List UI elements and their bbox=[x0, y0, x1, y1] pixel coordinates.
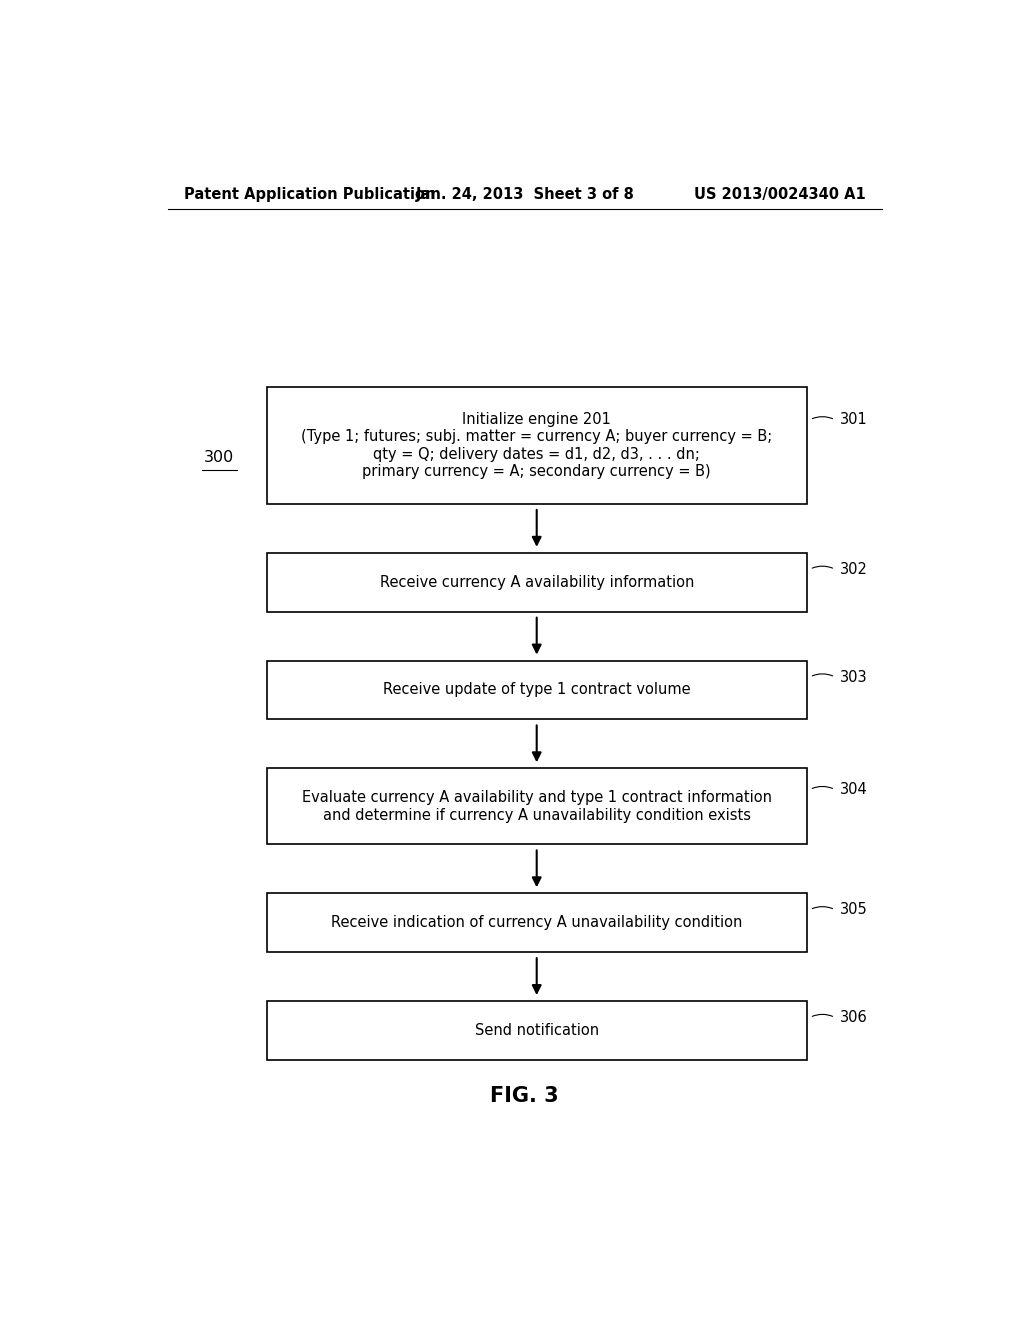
Text: Receive update of type 1 contract volume: Receive update of type 1 contract volume bbox=[383, 682, 690, 697]
Text: 300: 300 bbox=[204, 450, 234, 465]
FancyBboxPatch shape bbox=[267, 660, 807, 719]
Text: Jan. 24, 2013  Sheet 3 of 8: Jan. 24, 2013 Sheet 3 of 8 bbox=[416, 187, 634, 202]
Text: 301: 301 bbox=[840, 412, 867, 428]
Text: 304: 304 bbox=[840, 781, 867, 797]
Text: Evaluate currency A availability and type 1 contract information
and determine i: Evaluate currency A availability and typ… bbox=[302, 791, 772, 822]
Text: Initialize engine 201
(Type 1; futures; subj. matter = currency A; buyer currenc: Initialize engine 201 (Type 1; futures; … bbox=[301, 412, 772, 479]
FancyBboxPatch shape bbox=[267, 894, 807, 952]
Text: Receive indication of currency A unavailability condition: Receive indication of currency A unavail… bbox=[331, 915, 742, 931]
Text: 306: 306 bbox=[840, 1010, 867, 1026]
Text: 305: 305 bbox=[840, 903, 867, 917]
FancyBboxPatch shape bbox=[267, 768, 807, 845]
Text: Send notification: Send notification bbox=[475, 1023, 599, 1038]
Text: Patent Application Publication: Patent Application Publication bbox=[183, 187, 435, 202]
FancyBboxPatch shape bbox=[267, 1001, 807, 1060]
FancyBboxPatch shape bbox=[267, 387, 807, 504]
Text: US 2013/0024340 A1: US 2013/0024340 A1 bbox=[694, 187, 866, 202]
Text: Receive currency A availability information: Receive currency A availability informat… bbox=[380, 574, 694, 590]
FancyBboxPatch shape bbox=[267, 553, 807, 611]
Text: 303: 303 bbox=[840, 669, 867, 685]
Text: FIG. 3: FIG. 3 bbox=[490, 1085, 559, 1106]
Text: 302: 302 bbox=[840, 562, 867, 577]
